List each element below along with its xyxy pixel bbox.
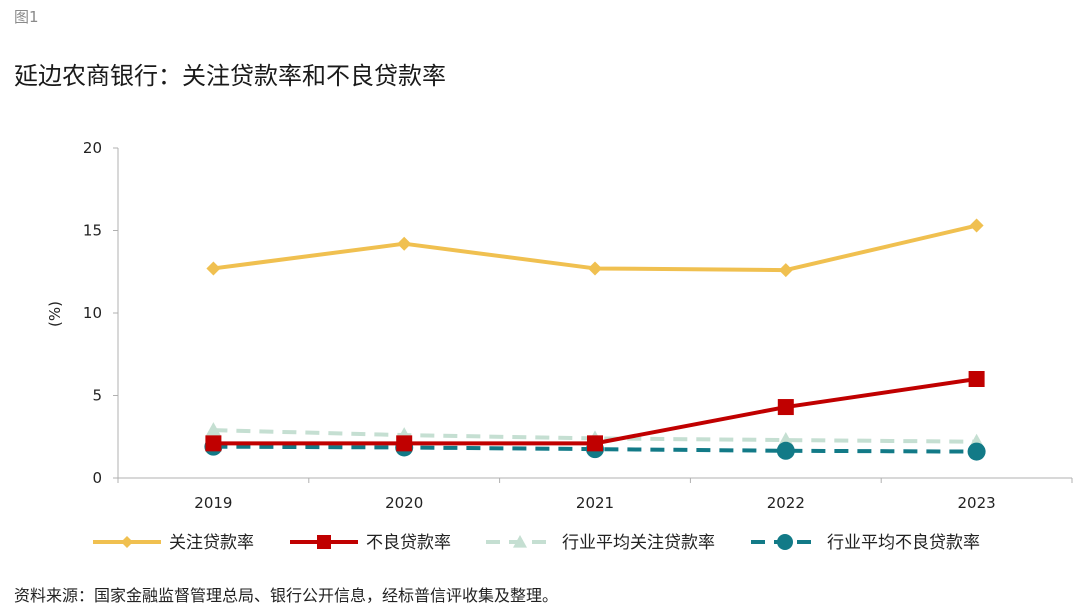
y-tick-label: 10	[83, 304, 102, 322]
data-point	[588, 261, 602, 276]
data-point	[778, 263, 793, 278]
data-point	[396, 435, 413, 452]
y-tick-label: 20	[83, 139, 102, 157]
legend-swatch-marker	[777, 534, 793, 550]
chart-legend: 关注贷款率 不良贷款率 行业平均关注贷款率 行业平均不良贷款率	[93, 533, 980, 553]
data-point	[967, 442, 986, 461]
data-point	[969, 218, 984, 233]
x-tick-label: 2019	[194, 494, 232, 512]
chart-axes: 0 5 10 15 20 2019 2020 2021 2022 2023	[83, 139, 1073, 512]
legend-label: 行业平均不良贷款率	[827, 533, 980, 553]
x-tick-label: 2022	[767, 494, 805, 512]
legend-item-4: 行业平均不良贷款率	[751, 533, 980, 553]
x-tick-label: 2020	[385, 494, 423, 512]
y-axis-label: (%)	[46, 301, 64, 327]
legend-label: 不良贷款率	[366, 533, 451, 553]
x-tick-label: 2021	[576, 494, 614, 512]
data-point	[206, 261, 221, 276]
legend-item-2: 不良贷款率	[290, 533, 451, 553]
series-1	[206, 218, 984, 278]
x-tick-label: 2023	[958, 494, 996, 512]
data-point	[776, 441, 795, 460]
source-note: 资料来源：国家金融监督管理总局、银行公开信息，经标普信评收集及整理。	[14, 586, 559, 605]
y-tick-label: 0	[92, 469, 102, 487]
y-tick-label: 5	[92, 387, 102, 405]
data-point	[205, 422, 222, 437]
legend-swatch-marker	[121, 536, 133, 548]
legend-item-1: 关注贷款率	[93, 533, 254, 553]
series-layer	[204, 218, 986, 461]
data-point	[968, 371, 985, 387]
legend-swatch-marker	[513, 535, 527, 548]
legend-swatch-marker	[317, 535, 331, 549]
data-point	[587, 435, 603, 452]
figure-label: 图1	[14, 8, 39, 26]
data-point	[777, 399, 794, 416]
chart-title: 延边农商银行：关注贷款率和不良贷款率	[14, 62, 446, 90]
legend-item-3: 行业平均关注贷款率	[486, 533, 715, 553]
legend-label: 关注贷款率	[169, 533, 254, 553]
y-tick-label: 15	[83, 222, 102, 240]
series-2	[205, 371, 985, 452]
data-point	[205, 435, 222, 452]
data-point	[397, 236, 412, 251]
legend-label: 行业平均关注贷款率	[562, 533, 715, 553]
